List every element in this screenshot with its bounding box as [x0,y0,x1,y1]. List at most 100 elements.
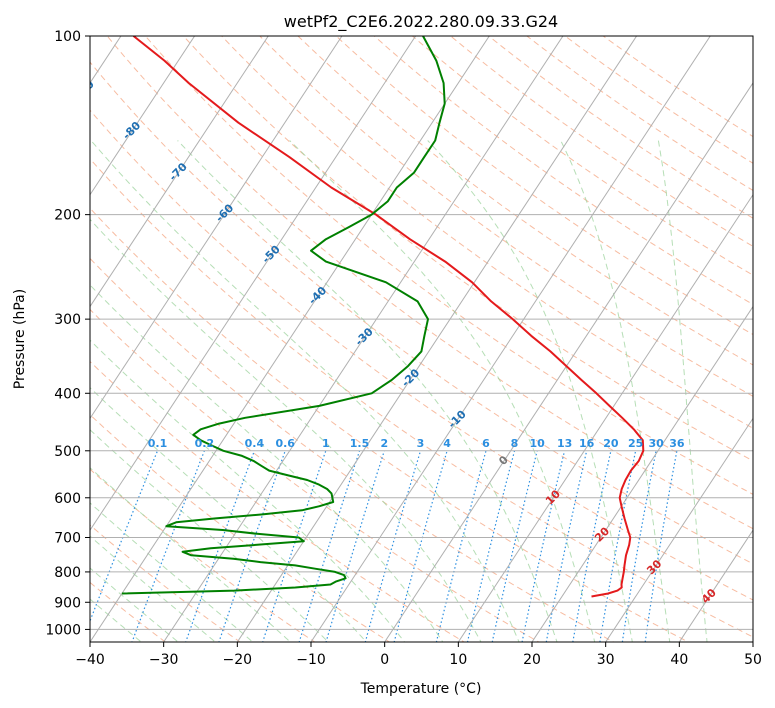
x-tick-label: 40 [670,652,688,668]
line-labels: 0.1 0.2 0.4 0.6 1 1.5 2 3 4 6 8 10 13 16 20 25 30 36-100-… [24,34,719,607]
grid-lines [90,36,753,642]
mixing-ratio-label: 1.5 [350,437,370,450]
dry-adiabat [182,36,753,462]
dry-adiabat [564,36,753,164]
dry-adiabat [411,36,753,276]
y-tick-label: 500 [54,444,81,460]
mixing-ratio-label: 0.6 [275,437,295,450]
mixing-ratio-label: 4 [443,437,451,450]
y-tick-label: 800 [54,565,81,581]
y-axis-label: Pressure (hPa) [12,289,28,389]
skewed-isotherm [678,529,753,642]
skewed-isotherm [90,36,343,420]
data-series [121,36,645,598]
skewed-isotherm [384,82,753,642]
mixing-ratio-label: 8 [511,437,519,450]
moist-adiabat [289,140,596,642]
x-tick-label: 10 [449,652,467,668]
x-tick-label: 20 [523,652,541,668]
mixing-ratio-line [393,450,448,642]
y-tick-label: 600 [54,491,81,507]
chart-title: wetPf2_C2E6.2022.280.09.33.G24 [284,12,558,32]
dry-adiabat [106,36,753,530]
moist-adiabat [90,339,406,642]
dry-adiabat [602,36,753,138]
x-tick-label: 0 [380,652,389,668]
skewed-isotherm [90,36,417,532]
mixing-ratio-label: 3 [417,437,425,450]
dry-adiabat [90,207,690,642]
isotherm-label: -10 [446,407,469,430]
y-tick-label: 900 [54,595,81,611]
mixing-ratio-line [90,450,159,623]
mixing-ratio-label: 6 [482,437,490,450]
y-tick-label: 300 [54,312,81,328]
x-tick-label: −40 [75,652,105,668]
moist-adiabat [90,218,482,642]
isotherm-label: -90 [74,78,97,101]
skewed-isotherm [236,36,638,642]
y-tick-label: 1000 [45,622,81,638]
skewed-isotherm [605,417,753,642]
plot-frame [89,35,754,643]
skewed-isotherm [90,36,269,308]
moist-adiabat [90,567,179,642]
skewed-isotherm [310,36,711,642]
mixing-ratio-label: 2 [380,437,388,450]
skewed-isotherm [457,193,753,642]
dry-adiabat [449,36,753,247]
dry-adiabat [373,36,753,306]
x-tick-label: 30 [597,652,615,668]
mixing-ratio-line [491,450,538,642]
isotherm-label: -40 [306,284,329,307]
x-tick-label: −10 [296,652,326,668]
dry-adiabat [144,36,753,495]
x-tick-label: 50 [744,652,762,668]
dry-adiabat-label: 30 [644,557,664,577]
dry-adiabat [90,308,540,642]
dry-adiabat [90,468,316,642]
skewed-isotherm [163,36,564,642]
dry-adiabat [487,36,753,219]
dry-adiabat [90,524,241,642]
x-tick-label: −30 [149,652,179,668]
dry-adiabat [90,414,391,642]
background-lines [90,36,753,642]
y-tick-label: 400 [54,386,81,402]
dry-adiabat [259,36,753,397]
dry-adiabat [90,61,753,565]
skewed-isotherm [90,36,196,196]
dry-adiabat [526,36,753,192]
isotherm-label: -80 [120,119,143,142]
mixing-ratio-label: 20 [603,437,619,450]
mixing-ratio-line [644,450,678,642]
moist-adiabat [427,140,633,642]
skewed-isotherm [752,641,753,642]
mixing-ratio-label: 30 [648,437,664,450]
x-axis-label: Temperature (°C) [360,681,482,697]
moist-adiabat [90,535,217,642]
moist-adiabat [177,140,558,642]
mixing-ratio-label: 1 [322,437,330,450]
mixing-ratio-line [364,450,422,642]
y-tick-label: 200 [54,208,81,224]
mixing-ratio-line [521,450,566,642]
mixing-ratio-line [131,450,205,642]
moist-adiabat [90,429,329,642]
x-tick-label: −20 [223,652,253,668]
y-tick-label: 100 [54,29,81,45]
isotherm-label: -100 [24,34,53,63]
dry-adiabat [90,109,753,601]
mixing-ratio-label: 16 [579,437,595,450]
isotherm-label: 0 [496,453,511,468]
skewed-isotherm [90,36,490,642]
moist-adiabat [90,387,367,642]
dry-adiabat [90,158,753,638]
isotherm-label: -70 [167,160,190,183]
y-tick-label: 700 [54,531,81,547]
dewpoint-profile [121,36,446,595]
mixing-ratio-label: 25 [628,437,643,450]
moist-adiabat [90,467,292,642]
skewed-isotherm [531,305,753,642]
